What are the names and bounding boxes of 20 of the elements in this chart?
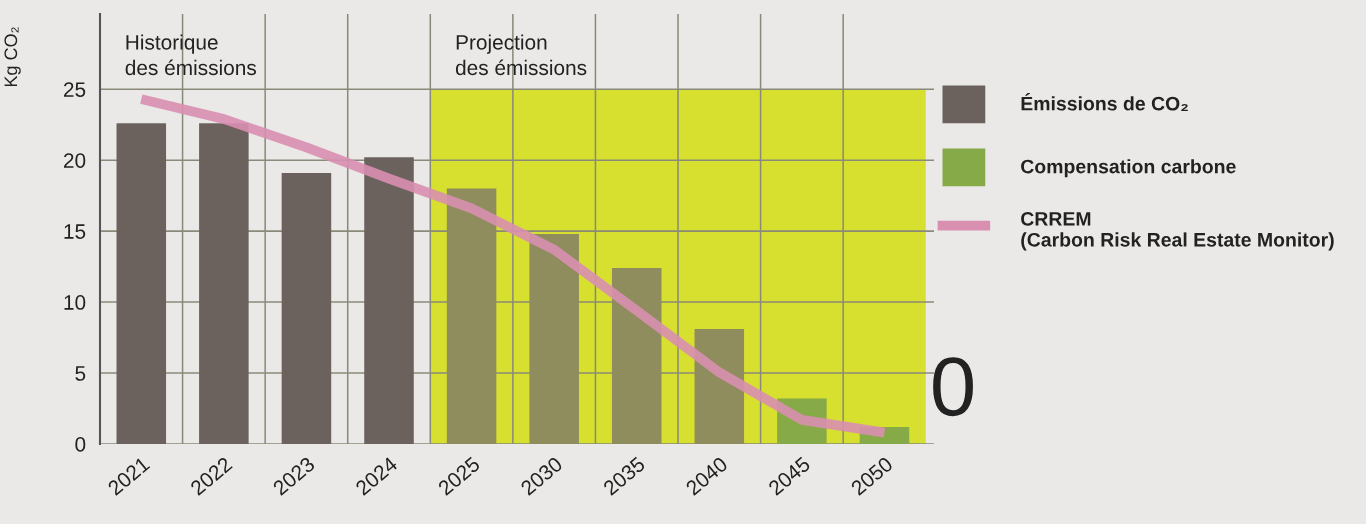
bar xyxy=(116,123,167,444)
y-tick-label: 0 xyxy=(75,437,86,452)
y-tick-label: 20 xyxy=(63,153,86,168)
bar xyxy=(364,157,414,444)
y-tick-label: 10 xyxy=(64,295,86,310)
y-tick-label: 25 xyxy=(63,82,86,97)
legend-label: Compensation carbone xyxy=(1021,159,1236,178)
y-tick-label: 5 xyxy=(75,366,86,381)
bar xyxy=(281,172,332,444)
annotation: 0 xyxy=(933,357,973,417)
bar xyxy=(529,233,579,444)
y-axis-title: Kg CO₂ xyxy=(4,27,21,87)
bar xyxy=(611,268,662,444)
bar xyxy=(199,123,249,444)
bar xyxy=(446,188,497,444)
annotation: Historique des émissions xyxy=(125,34,257,76)
legend-label: Émissions de CO₂ xyxy=(1021,93,1188,111)
legend-label: CRREM (Carbon Risk Real Estate Monitor) xyxy=(1021,211,1334,251)
band-label: Projection des émissions xyxy=(455,34,587,76)
y-tick-label: 15 xyxy=(64,224,86,239)
